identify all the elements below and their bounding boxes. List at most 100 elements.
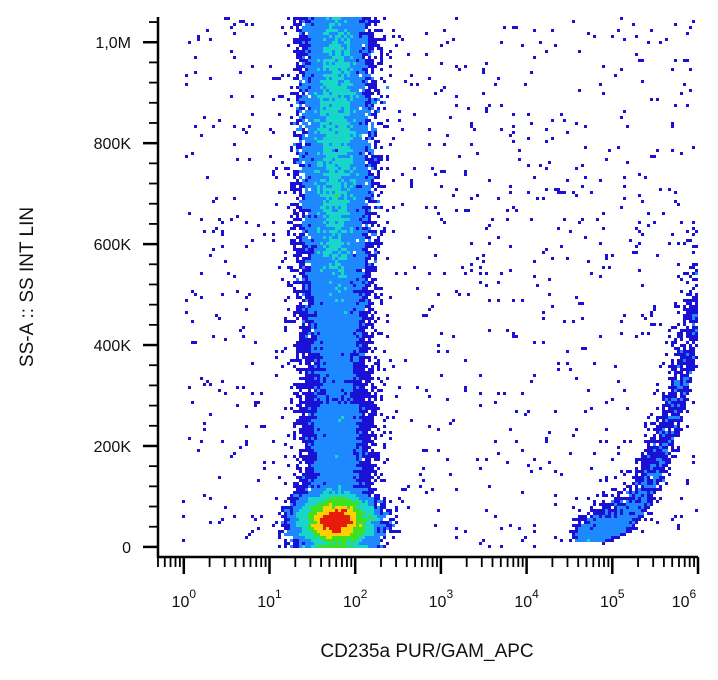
density-cell bbox=[680, 401, 683, 404]
density-cell bbox=[194, 71, 197, 74]
density-cell bbox=[380, 155, 383, 158]
density-cell bbox=[677, 371, 680, 374]
density-cell bbox=[314, 440, 317, 443]
density-cell bbox=[353, 170, 356, 173]
density-cell bbox=[371, 98, 374, 101]
density-cell bbox=[323, 443, 326, 446]
density-cell bbox=[344, 227, 347, 230]
density-cell bbox=[347, 269, 350, 272]
density-cell bbox=[362, 23, 365, 26]
density-cell bbox=[374, 116, 377, 119]
density-cell bbox=[326, 464, 329, 467]
density-cell bbox=[329, 80, 332, 83]
density-cell bbox=[290, 359, 293, 362]
density-cell bbox=[308, 230, 311, 233]
density-cell bbox=[296, 134, 299, 137]
density-cell bbox=[365, 374, 368, 377]
density-cell bbox=[335, 179, 338, 182]
density-cell bbox=[347, 368, 350, 371]
density-cell bbox=[350, 167, 353, 170]
density-cell bbox=[224, 392, 227, 395]
density-cell bbox=[281, 95, 284, 98]
density-cell bbox=[356, 422, 359, 425]
density-cell bbox=[305, 401, 308, 404]
density-cell bbox=[350, 245, 353, 248]
density-cell bbox=[356, 470, 359, 473]
density-cell bbox=[341, 122, 344, 125]
density-cell bbox=[341, 299, 344, 302]
density-cell bbox=[200, 134, 203, 137]
density-cell bbox=[293, 50, 296, 53]
density-cell bbox=[287, 173, 290, 176]
density-cell bbox=[353, 374, 356, 377]
density-cell bbox=[350, 86, 353, 89]
density-cell bbox=[299, 449, 302, 452]
density-cell bbox=[344, 182, 347, 185]
density-cell bbox=[377, 173, 380, 176]
density-cell bbox=[665, 395, 668, 398]
density-cell bbox=[317, 200, 320, 203]
density-cell bbox=[512, 140, 515, 143]
density-cell bbox=[245, 245, 248, 248]
density-cell bbox=[320, 113, 323, 116]
density-cell bbox=[305, 410, 308, 413]
density-cell bbox=[344, 146, 347, 149]
density-cell bbox=[365, 125, 368, 128]
density-cell bbox=[350, 413, 353, 416]
density-cell bbox=[341, 440, 344, 443]
density-cell bbox=[341, 224, 344, 227]
density-cell bbox=[317, 251, 320, 254]
density-cell bbox=[386, 167, 389, 170]
density-cell bbox=[308, 452, 311, 455]
density-cell bbox=[353, 29, 356, 32]
density-cell bbox=[320, 41, 323, 44]
density-cell bbox=[296, 350, 299, 353]
density-cell bbox=[323, 338, 326, 341]
density-cell bbox=[350, 314, 353, 317]
density-cell bbox=[338, 29, 341, 32]
density-cell bbox=[353, 191, 356, 194]
density-cell bbox=[341, 431, 344, 434]
density-cell bbox=[263, 425, 266, 428]
density-cell bbox=[311, 170, 314, 173]
density-cell bbox=[353, 431, 356, 434]
density-cell bbox=[314, 113, 317, 116]
density-cell bbox=[692, 299, 695, 302]
density-cell bbox=[650, 422, 653, 425]
density-cell bbox=[362, 257, 365, 260]
density-cell bbox=[356, 344, 359, 347]
density-cell bbox=[332, 83, 335, 86]
density-cell bbox=[200, 272, 203, 275]
density-cell bbox=[317, 50, 320, 53]
density-cell bbox=[671, 389, 674, 392]
density-cell bbox=[323, 89, 326, 92]
density-cell bbox=[314, 446, 317, 449]
density-cell bbox=[440, 89, 443, 92]
density-cell bbox=[353, 155, 356, 158]
density-cell bbox=[332, 74, 335, 77]
density-cell bbox=[311, 113, 314, 116]
density-cell bbox=[344, 449, 347, 452]
density-cell bbox=[332, 332, 335, 335]
density-cell bbox=[347, 68, 350, 71]
density-cell bbox=[356, 416, 359, 419]
density-cell bbox=[476, 458, 479, 461]
density-cell bbox=[362, 62, 365, 65]
density-cell bbox=[335, 125, 338, 128]
density-cell bbox=[314, 17, 317, 20]
density-cell bbox=[326, 23, 329, 26]
density-cell bbox=[317, 203, 320, 206]
density-cell bbox=[344, 122, 347, 125]
density-cell bbox=[368, 458, 371, 461]
density-cell bbox=[302, 89, 305, 92]
density-cell bbox=[323, 119, 326, 122]
density-cell bbox=[359, 50, 362, 53]
density-cell bbox=[329, 242, 332, 245]
density-cell bbox=[338, 170, 341, 173]
density-cell bbox=[341, 302, 344, 305]
density-cell bbox=[359, 296, 362, 299]
density-cell bbox=[299, 233, 302, 236]
density-cell bbox=[335, 356, 338, 359]
density-cell bbox=[641, 80, 644, 83]
density-cell bbox=[284, 347, 287, 350]
